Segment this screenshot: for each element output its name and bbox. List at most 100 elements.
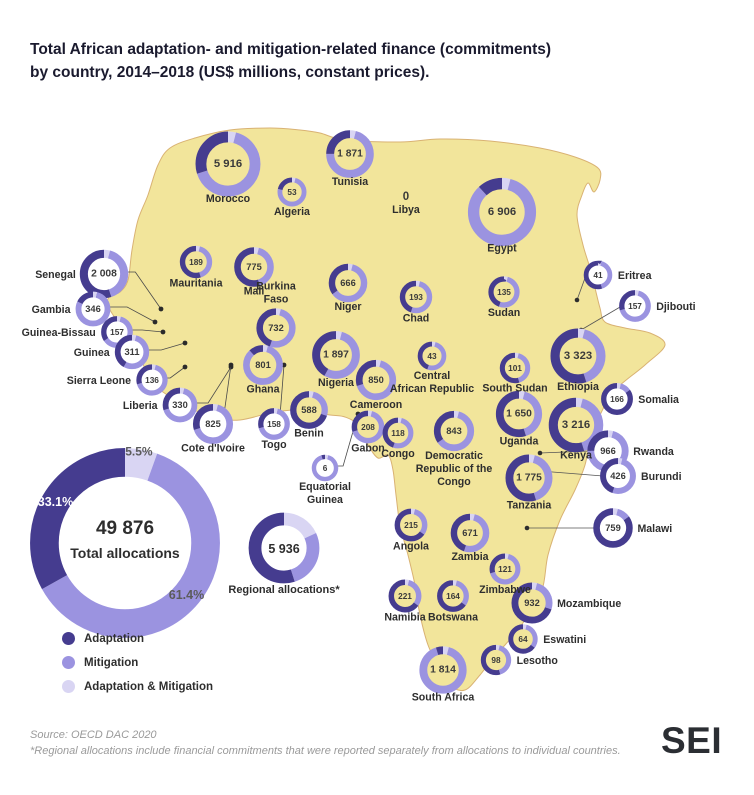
svg-text:3 323: 3 323 — [564, 350, 592, 362]
svg-text:Algeria: Algeria — [274, 206, 310, 218]
svg-text:Uganda: Uganda — [500, 435, 539, 447]
svg-text:Guinea: Guinea — [307, 494, 343, 506]
svg-text:Burkina: Burkina — [256, 281, 296, 293]
svg-text:Tanzania: Tanzania — [507, 500, 552, 512]
svg-text:966: 966 — [600, 446, 616, 456]
svg-text:Somalia: Somalia — [638, 394, 679, 406]
svg-text:164: 164 — [446, 591, 460, 601]
svg-text:53: 53 — [287, 187, 297, 197]
svg-text:2 008: 2 008 — [91, 269, 117, 280]
svg-text:Mauritania: Mauritania — [170, 277, 223, 289]
svg-text:5 916: 5 916 — [214, 158, 242, 170]
svg-text:1 814: 1 814 — [430, 665, 456, 676]
svg-text:346: 346 — [85, 304, 101, 314]
svg-text:825: 825 — [205, 419, 221, 429]
svg-text:157: 157 — [110, 327, 124, 337]
svg-text:Zimbabwe: Zimbabwe — [479, 584, 531, 596]
svg-text:Guinea-Bissau: Guinea-Bissau — [22, 327, 96, 339]
svg-text:118: 118 — [391, 428, 405, 438]
svg-text:5 936: 5 936 — [268, 542, 299, 556]
svg-text:Botswana: Botswana — [428, 611, 478, 623]
svg-text:African Republic: African Republic — [390, 383, 474, 395]
svg-text:Burundi: Burundi — [641, 471, 682, 483]
svg-text:221: 221 — [398, 591, 412, 601]
svg-text:Total allocations: Total allocations — [70, 545, 180, 561]
svg-text:Tunisia: Tunisia — [332, 176, 368, 188]
svg-text:330: 330 — [172, 400, 188, 410]
svg-text:98: 98 — [491, 655, 501, 665]
svg-text:Benin: Benin — [294, 428, 323, 440]
svg-text:0: 0 — [403, 191, 409, 203]
svg-text:Chad: Chad — [403, 313, 429, 325]
svg-text:121: 121 — [498, 564, 512, 574]
svg-text:Togo: Togo — [261, 439, 287, 451]
svg-text:Equatorial: Equatorial — [299, 481, 351, 493]
svg-text:671: 671 — [462, 528, 478, 538]
svg-text:49 876: 49 876 — [96, 518, 154, 539]
svg-text:759: 759 — [605, 523, 621, 533]
svg-text:Congo: Congo — [437, 476, 471, 488]
svg-text:Ethiopia: Ethiopia — [557, 381, 599, 393]
svg-text:Faso: Faso — [264, 294, 289, 306]
svg-text:Sierra Leone: Sierra Leone — [67, 375, 131, 387]
svg-text:South Sudan: South Sudan — [482, 383, 547, 395]
svg-text:588: 588 — [301, 405, 317, 415]
svg-text:Mozambique: Mozambique — [557, 598, 621, 610]
svg-text:Gambia: Gambia — [32, 304, 71, 316]
svg-text:801: 801 — [255, 360, 271, 370]
svg-text:6: 6 — [323, 463, 328, 473]
svg-text:Cote d'Ivoire: Cote d'Ivoire — [181, 443, 245, 455]
svg-text:1 897: 1 897 — [323, 350, 349, 361]
svg-text:189: 189 — [189, 257, 203, 267]
svg-text:64: 64 — [518, 634, 528, 644]
svg-text:Niger: Niger — [334, 301, 361, 313]
svg-text:932: 932 — [524, 598, 540, 608]
svg-text:Morocco: Morocco — [206, 193, 251, 205]
svg-text:1 871: 1 871 — [337, 149, 363, 160]
svg-text:Kenya: Kenya — [560, 450, 592, 462]
svg-text:Cameroon: Cameroon — [350, 399, 402, 411]
svg-text:Regional allocations*: Regional allocations* — [228, 584, 340, 596]
svg-text:Ghana: Ghana — [247, 384, 280, 396]
svg-text:311: 311 — [125, 347, 140, 357]
svg-text:157: 157 — [628, 301, 642, 311]
svg-text:426: 426 — [610, 471, 626, 481]
svg-text:166: 166 — [610, 394, 624, 404]
svg-text:666: 666 — [340, 278, 356, 288]
svg-text:Rwanda: Rwanda — [633, 446, 674, 458]
svg-text:Nigeria: Nigeria — [318, 377, 354, 389]
svg-text:Angola: Angola — [393, 541, 429, 553]
svg-text:136: 136 — [145, 375, 159, 385]
svg-text:158: 158 — [267, 419, 281, 429]
svg-text:Sudan: Sudan — [488, 307, 520, 319]
svg-text:61.4%: 61.4% — [169, 588, 204, 602]
svg-text:Gabon: Gabon — [351, 443, 385, 455]
svg-text:775: 775 — [246, 262, 262, 272]
svg-text:33.1%: 33.1% — [38, 495, 73, 509]
svg-text:Central: Central — [414, 370, 451, 382]
svg-text:Republic of the: Republic of the — [416, 463, 493, 475]
svg-text:Djibouti: Djibouti — [656, 301, 695, 313]
svg-text:6 906: 6 906 — [488, 206, 516, 218]
svg-text:1 650: 1 650 — [506, 409, 532, 420]
svg-text:Egypt: Egypt — [487, 242, 517, 254]
svg-text:Eswatini: Eswatini — [543, 634, 586, 646]
svg-text:732: 732 — [268, 323, 284, 333]
svg-text:843: 843 — [446, 426, 462, 436]
svg-text:5.5%: 5.5% — [125, 445, 153, 459]
svg-text:Senegal: Senegal — [35, 269, 76, 281]
svg-text:193: 193 — [409, 292, 423, 302]
svg-text:208: 208 — [361, 422, 375, 432]
svg-text:Democratic: Democratic — [425, 450, 483, 462]
svg-text:Congo: Congo — [381, 448, 415, 460]
svg-text:850: 850 — [368, 375, 384, 385]
svg-text:Eritrea: Eritrea — [618, 270, 652, 282]
svg-text:135: 135 — [497, 287, 511, 297]
svg-text:43: 43 — [427, 351, 437, 361]
svg-text:Guinea: Guinea — [74, 347, 110, 359]
svg-text:Malawi: Malawi — [637, 523, 672, 535]
svg-text:Zambia: Zambia — [451, 551, 488, 563]
svg-text:Lesotho: Lesotho — [517, 655, 559, 667]
svg-text:101: 101 — [508, 363, 522, 373]
svg-text:215: 215 — [404, 520, 418, 530]
